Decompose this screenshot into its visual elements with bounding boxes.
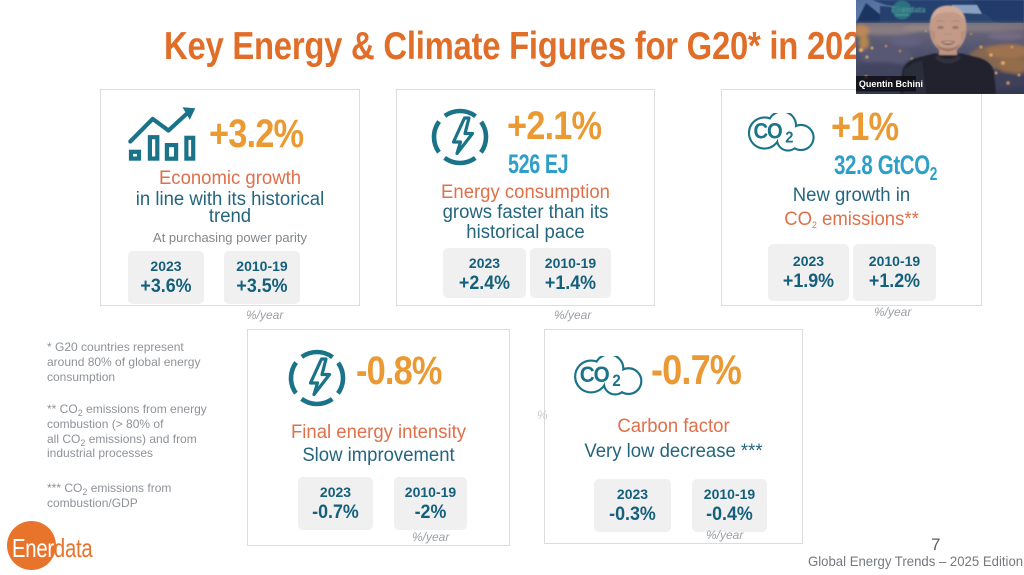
svg-text:2: 2 <box>785 129 793 147</box>
svg-text:CO: CO <box>754 120 783 144</box>
svg-text:CO: CO <box>580 361 609 387</box>
svg-text:Quentin Bchini: Quentin Bchini <box>859 79 923 89</box>
svg-text:Enerdata: Enerdata <box>891 4 926 14</box>
svg-text:2: 2 <box>612 373 621 391</box>
